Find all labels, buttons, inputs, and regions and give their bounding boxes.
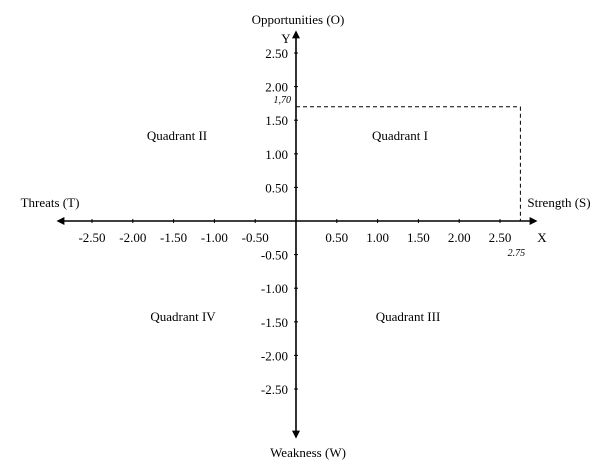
x-axis-letter: X xyxy=(537,230,547,245)
quadrant-1-label: Quadrant I xyxy=(372,128,428,143)
x-tick-label: -2.50 xyxy=(78,230,105,245)
y-tick-label: -2.00 xyxy=(261,348,288,363)
quadrant-4-label: Quadrant IV xyxy=(150,309,216,324)
y-tick-label: 1.50 xyxy=(265,113,288,128)
left-axis-label: Threats (T) xyxy=(21,195,80,210)
y-tick-label: 2.00 xyxy=(265,80,288,95)
x-tick-label: -2.00 xyxy=(119,230,146,245)
x-tick-label: 1.50 xyxy=(407,230,430,245)
x-tick-label: -1.00 xyxy=(201,230,228,245)
x-tick-label: -1.50 xyxy=(160,230,187,245)
position-y-value: 1,70 xyxy=(274,95,292,106)
right-axis-label: Strength (S) xyxy=(527,195,590,210)
y-tick-label: 1.00 xyxy=(265,147,288,162)
x-tick-label: 2.50 xyxy=(489,230,512,245)
y-axis-letter: Y xyxy=(281,31,291,46)
y-tick-label: -1.00 xyxy=(261,281,288,296)
x-axis-ticks: -2.50 -2.00 -1.50 -1.00 -0.50 0.50 1.00 1.50 2.0… xyxy=(78,219,511,245)
y-tick-label: 0.50 xyxy=(265,180,288,195)
y-tick-label: -1.50 xyxy=(261,315,288,330)
bottom-axis-label: Weakness (W) xyxy=(270,445,346,460)
top-axis-label: Opportunities (O) xyxy=(252,12,345,27)
quadrant-2-label: Quadrant II xyxy=(147,128,207,143)
quadrant-3-label: Quadrant III xyxy=(376,309,441,324)
position-guide: 1,70 2.75 xyxy=(274,95,526,259)
x-tick-label: 2.00 xyxy=(448,230,471,245)
y-axis-ticks: 2.50 2.00 1.50 1.00 0.50 -0.50 -1.00 -1.50 -2.00… xyxy=(261,46,298,397)
y-tick-label: -2.50 xyxy=(261,382,288,397)
x-tick-label: -0.50 xyxy=(242,230,269,245)
position-x-value: 2.75 xyxy=(508,248,526,259)
x-tick-label: 0.50 xyxy=(325,230,348,245)
x-tick-label: 1.00 xyxy=(366,230,389,245)
y-tick-label: -0.50 xyxy=(261,248,288,263)
y-tick-label: 2.50 xyxy=(265,46,288,61)
